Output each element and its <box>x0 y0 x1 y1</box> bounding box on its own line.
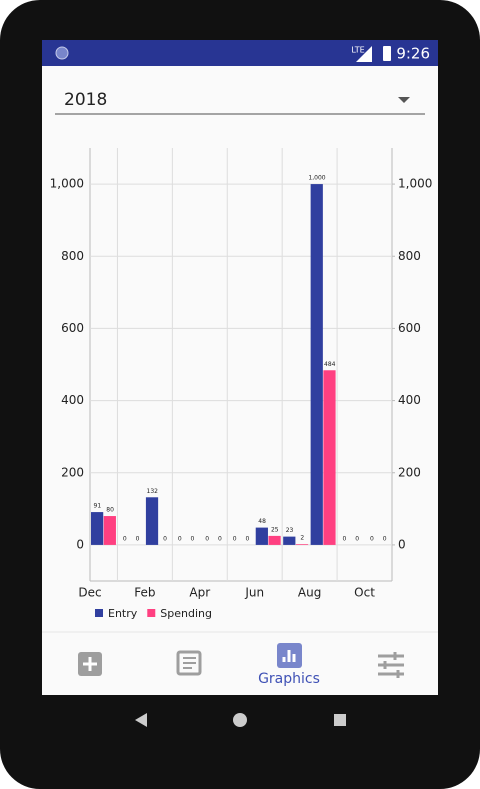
value-label: 0 <box>123 535 127 542</box>
x-tick-label: Dec <box>78 586 101 600</box>
x-tick-label: Oct <box>354 586 375 600</box>
value-label: 0 <box>136 535 140 542</box>
recents-button[interactable] <box>334 714 346 726</box>
x-tick-label: Apr <box>189 586 210 600</box>
y2-tick-label: 200 <box>398 465 421 479</box>
network-label: LTE <box>351 46 364 55</box>
battery-icon <box>383 46 391 61</box>
x-tick-label: Jun <box>244 586 264 600</box>
nav-graphics-label[interactable]: Graphics <box>258 671 320 687</box>
value-label: 0 <box>343 535 347 542</box>
nav-add[interactable] <box>78 652 102 676</box>
bar <box>268 535 281 545</box>
value-label: 1,000 <box>308 175 325 182</box>
signal-icon <box>356 46 372 62</box>
y2-tick-label: 600 <box>398 321 421 335</box>
status-bar <box>42 40 438 66</box>
legend-label: Spending <box>160 607 212 620</box>
nav-settings[interactable] <box>378 652 404 678</box>
bar <box>310 184 323 545</box>
y-tick-label: 800 <box>61 249 84 263</box>
value-label: 0 <box>233 535 237 542</box>
clock: 9:26 <box>396 45 430 63</box>
y2-tick-label: 0 <box>398 537 406 551</box>
back-button[interactable] <box>135 713 147 727</box>
value-label: 0 <box>178 535 182 542</box>
value-label: 23 <box>286 527 294 534</box>
app-screen <box>42 40 438 695</box>
value-label: 484 <box>324 361 336 368</box>
legend-swatch <box>95 609 103 617</box>
status-icon <box>55 46 69 60</box>
bar <box>283 536 296 545</box>
bottom-nav <box>42 632 438 695</box>
value-label: 0 <box>383 535 387 542</box>
bar <box>255 527 268 545</box>
legend-label: Entry <box>108 607 138 620</box>
value-label: 2 <box>300 535 304 542</box>
bar <box>103 516 116 545</box>
value-label: 80 <box>106 507 114 514</box>
x-tick-label: Feb <box>134 586 155 600</box>
value-label: 0 <box>370 535 374 542</box>
value-label: 0 <box>218 535 222 542</box>
dropdown-arrow[interactable] <box>398 97 410 103</box>
y-tick-label: 400 <box>61 393 84 407</box>
y2-tick-label: 1,000 <box>398 177 432 191</box>
y2-tick-label: 800 <box>398 249 421 263</box>
value-label: 0 <box>355 535 359 542</box>
value-label: 25 <box>271 526 279 533</box>
value-label: 132 <box>147 488 159 495</box>
year-dropdown[interactable]: 2018 <box>64 90 107 110</box>
bar <box>323 370 336 545</box>
nav-graphics[interactable] <box>277 643 302 668</box>
bar <box>91 512 104 545</box>
value-label: 0 <box>163 535 167 542</box>
value-label: 0 <box>191 535 195 542</box>
nav-list[interactable] <box>176 650 202 676</box>
home-button[interactable] <box>233 713 247 727</box>
y-tick-label: 0 <box>76 537 84 551</box>
x-tick-label: Aug <box>298 586 321 600</box>
y-tick-label: 600 <box>61 321 84 335</box>
value-label: 48 <box>258 518 266 525</box>
value-label: 0 <box>245 535 249 542</box>
bar <box>145 497 159 545</box>
y-tick-label: 1,000 <box>50 177 84 191</box>
y2-tick-label: 400 <box>398 393 421 407</box>
legend-swatch <box>147 609 156 617</box>
bar <box>295 544 309 545</box>
value-label: 91 <box>94 503 102 510</box>
y-tick-label: 200 <box>61 465 84 479</box>
value-label: 0 <box>205 535 209 542</box>
